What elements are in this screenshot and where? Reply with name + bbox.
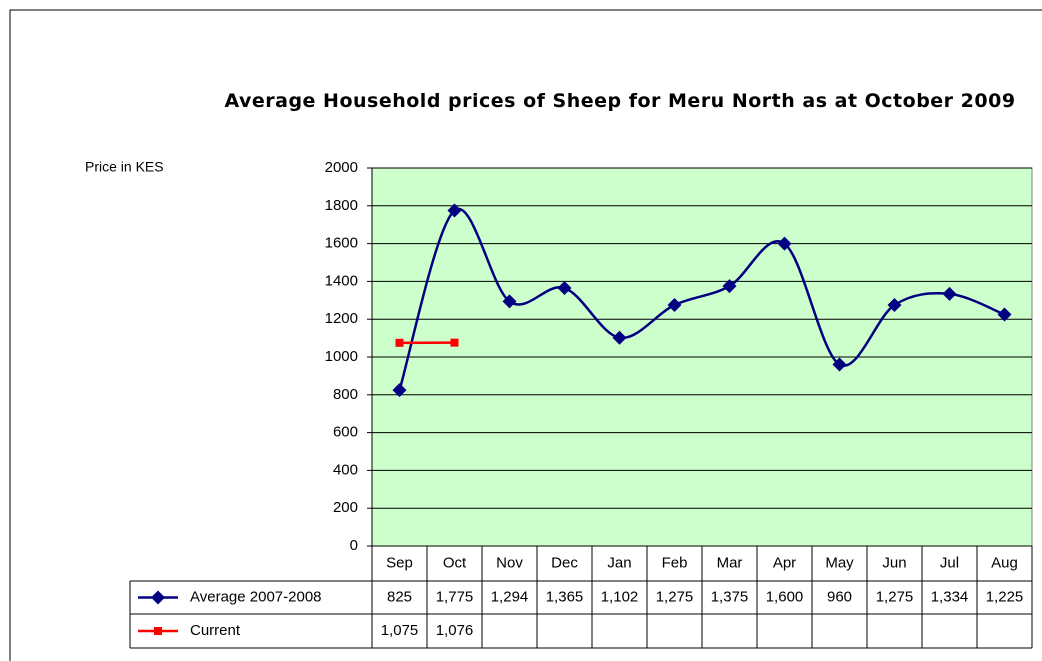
legend-label: Average 2007-2008 xyxy=(190,588,322,605)
y-tick-label: 600 xyxy=(333,424,358,441)
chart-title: Average Household prices of Sheep for Me… xyxy=(224,90,1016,112)
marker xyxy=(997,307,1012,322)
y-tick-label: 1800 xyxy=(325,197,358,214)
marker xyxy=(667,298,682,313)
table-value: 825 xyxy=(387,588,412,605)
x-tick-label: Sep xyxy=(386,554,413,571)
x-tick-label: Aug xyxy=(991,554,1018,571)
table-value: 1,275 xyxy=(656,588,694,605)
y-tick-label: 1600 xyxy=(325,235,358,252)
y-tick-label: 1400 xyxy=(325,272,358,289)
table-value: 1,102 xyxy=(601,588,639,605)
y-tick-label: 2000 xyxy=(325,159,358,176)
x-tick-label: Dec xyxy=(551,554,578,571)
marker xyxy=(887,298,902,313)
marker xyxy=(832,357,847,372)
x-tick-label: Apr xyxy=(773,554,796,571)
table-value: 1,075 xyxy=(381,622,419,639)
table-value: 1,375 xyxy=(711,588,749,605)
x-tick-label: Nov xyxy=(496,554,523,571)
y-tick-label: 400 xyxy=(333,461,358,478)
marker xyxy=(777,236,792,251)
table-value: 960 xyxy=(827,588,852,605)
marker xyxy=(151,590,165,605)
series-line xyxy=(398,207,1005,391)
marker xyxy=(447,203,462,218)
marker xyxy=(392,383,407,398)
marker xyxy=(722,279,737,294)
marker xyxy=(450,338,459,347)
table-value: 1,365 xyxy=(546,588,584,605)
x-tick-label: Feb xyxy=(662,554,688,571)
y-tick-label: 1200 xyxy=(325,310,358,327)
table-value: 1,775 xyxy=(436,588,474,605)
marker xyxy=(395,338,404,347)
x-tick-label: Jan xyxy=(607,554,631,571)
frame xyxy=(9,9,1042,661)
legend-label: Current xyxy=(190,622,241,639)
marker xyxy=(557,281,572,296)
x-tick-label: Jul xyxy=(940,554,959,571)
y-tick-label: 200 xyxy=(333,499,358,516)
table-value: 1,076 xyxy=(436,622,474,639)
x-tick-label: Jun xyxy=(882,554,906,571)
table-value: 1,600 xyxy=(766,588,804,605)
table-value: 1,275 xyxy=(876,588,914,605)
x-tick-label: May xyxy=(825,554,854,571)
table-value: 1,225 xyxy=(986,588,1024,605)
table-value: 1,334 xyxy=(931,588,969,605)
y-tick-label: 0 xyxy=(350,537,358,554)
marker xyxy=(154,627,162,635)
x-tick-label: Mar xyxy=(717,554,743,571)
y-tick-label: 800 xyxy=(333,386,358,403)
y-axis-label: Price in KES xyxy=(85,159,164,175)
y-tick-label: 1000 xyxy=(325,348,358,365)
table-value: 1,294 xyxy=(491,588,529,605)
marker xyxy=(612,330,627,345)
marker xyxy=(942,286,957,301)
x-tick-label: Oct xyxy=(443,554,467,571)
marker xyxy=(502,294,517,309)
